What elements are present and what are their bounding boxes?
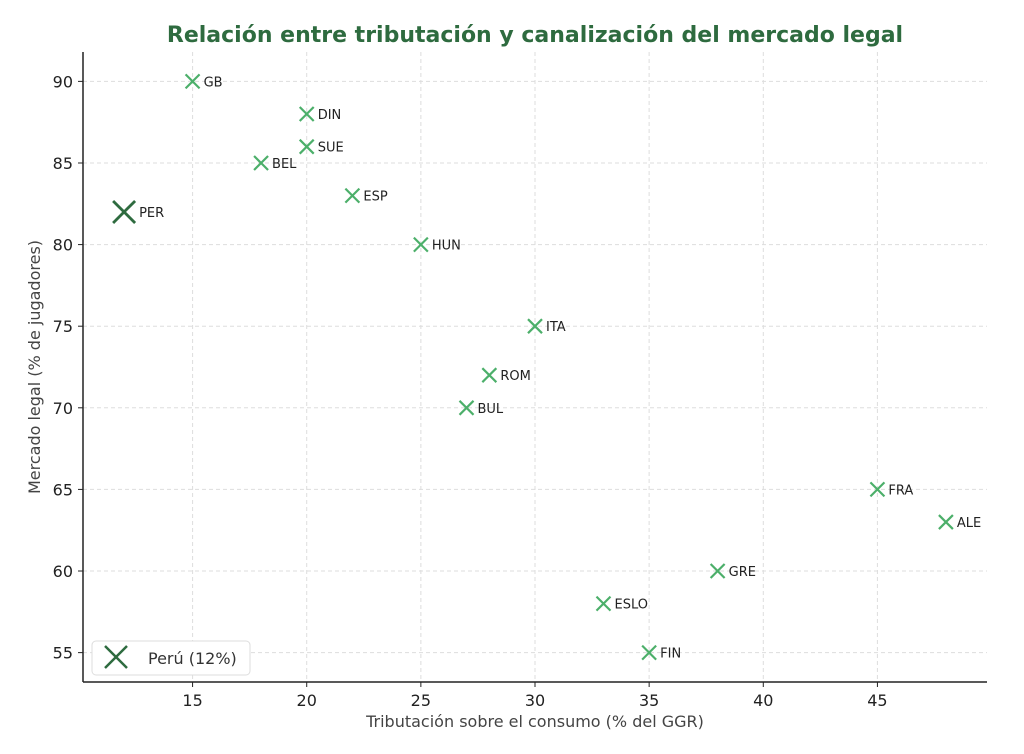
point-label: FIN: [660, 647, 681, 662]
point-label: DIN: [318, 108, 342, 123]
marker-stroke: [641, 644, 657, 661]
data-point: [298, 106, 315, 122]
data-point: [938, 514, 954, 530]
data-point: [527, 318, 543, 334]
point-label: ITA: [546, 320, 566, 335]
highlight-point-peru: [112, 199, 137, 224]
marker-stroke: [344, 187, 361, 204]
data-point: [413, 236, 429, 253]
marker-stroke: [112, 199, 137, 224]
y-tick-label: 75: [53, 317, 73, 336]
y-tick-label: 65: [53, 480, 73, 499]
grid: [83, 52, 987, 682]
y-tick-label: 90: [53, 72, 73, 91]
x-tick-label: 30: [525, 691, 545, 710]
point-label: ALE: [957, 516, 981, 531]
data-point: [184, 73, 201, 90]
marker-stroke: [527, 318, 543, 334]
point-label: GB: [204, 75, 223, 90]
marker-stroke: [458, 400, 475, 416]
data-point: [869, 481, 886, 498]
y-tick-label: 60: [53, 562, 73, 581]
y-tick-label: 80: [53, 236, 73, 255]
marker-stroke: [298, 106, 315, 122]
marker-stroke: [298, 138, 315, 155]
marker-stroke: [938, 514, 954, 530]
legend: Perú (12%): [91, 640, 251, 676]
data-point: [595, 595, 612, 612]
marker-stroke: [253, 155, 269, 171]
point-label: ROM: [500, 369, 530, 384]
x-axis-label: Tributación sobre el consumo (% del GGR): [365, 712, 704, 731]
y-tick-label: 70: [53, 399, 73, 418]
data-point: [481, 367, 498, 383]
marker-stroke: [595, 595, 612, 612]
point-label: SUE: [318, 141, 344, 156]
data-point: [709, 563, 726, 579]
point-label: ESLO: [614, 598, 647, 613]
point-label: GRE: [729, 565, 756, 580]
point-label: BUL: [478, 402, 504, 417]
data-point: [298, 138, 315, 155]
point-label: HUN: [432, 239, 461, 254]
chart-title: Relación entre tributación y canalizació…: [167, 23, 903, 48]
data-point: [641, 644, 657, 661]
x-tick-label: 35: [639, 691, 659, 710]
x-tick-label: 45: [867, 691, 887, 710]
data-point: [458, 400, 475, 416]
legend-marker-icon: [104, 645, 128, 669]
point-label: FRA: [888, 483, 913, 498]
marker-stroke: [481, 367, 498, 383]
ticks: 15 20 25 30 35 40 45 55 60 65 70 75 80 85 90: [53, 72, 888, 710]
x-tick-label: 25: [411, 691, 431, 710]
legend-label: Perú (12%): [148, 649, 237, 668]
x-tick-label: 15: [182, 691, 202, 710]
marks: GB DIN SUE BEL ESP HUN ITA ROM BUL FRA ALE GRE ESLO F…: [112, 73, 981, 662]
y-axis-label: Mercado legal (% de jugadores): [25, 240, 44, 494]
point-label: PER: [139, 206, 164, 221]
x-tick-label: 20: [297, 691, 317, 710]
y-tick-label: 55: [53, 644, 73, 663]
data-point: [344, 187, 361, 204]
x-tick-label: 40: [753, 691, 773, 710]
marker-stroke: [869, 481, 886, 498]
point-label: ESP: [363, 190, 387, 205]
marker-stroke: [413, 236, 429, 253]
point-label: BEL: [272, 157, 297, 172]
data-point: [253, 155, 269, 171]
marker-stroke: [184, 73, 201, 90]
y-tick-label: 85: [53, 154, 73, 173]
marker-stroke: [709, 563, 726, 579]
